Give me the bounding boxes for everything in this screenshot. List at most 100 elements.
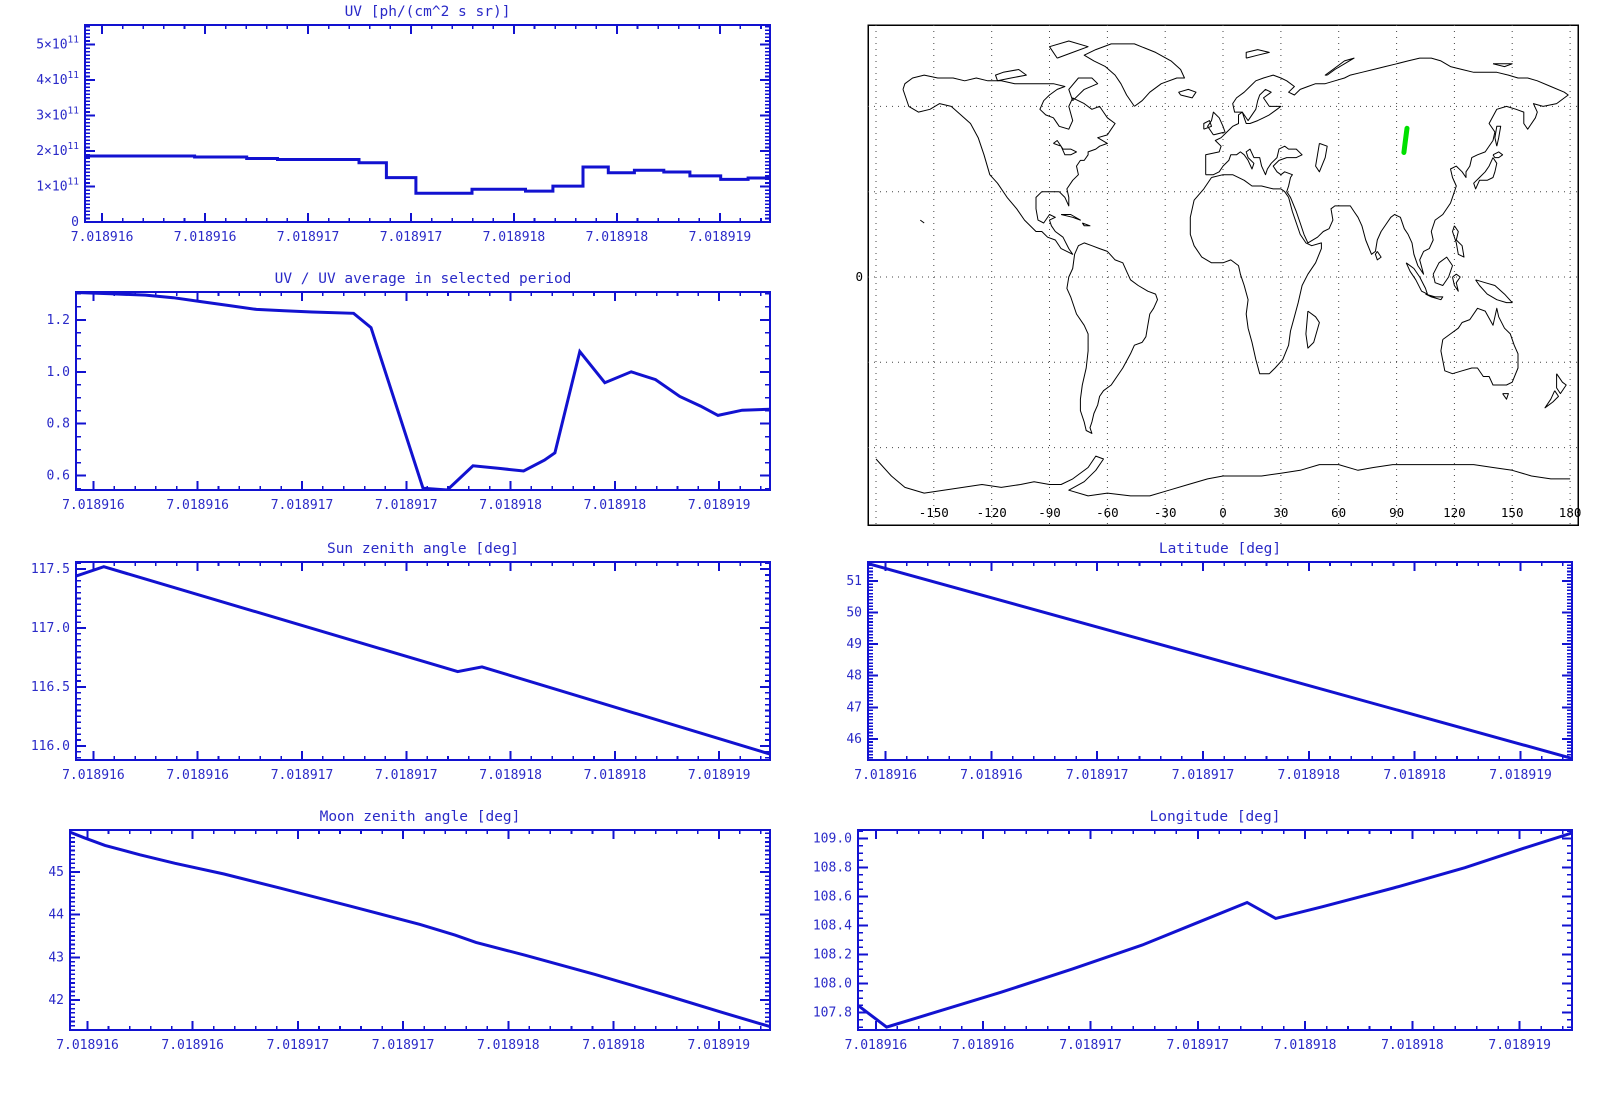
uv-y-tick-label: 1×1011 <box>36 177 79 195</box>
sun-zenith-plot: Sun zenith angle [deg] 7.018916 7.018916 7.… <box>31 541 771 783</box>
latitude-title: Latitude [deg] <box>1159 541 1281 557</box>
moon-zenith-y-tick-label: 42 <box>48 993 64 1008</box>
uv-x-tick-label: 7.018916 <box>174 230 237 245</box>
map-lon-label: 30 <box>1273 505 1288 520</box>
map-graticule <box>868 25 1578 525</box>
sun-zenith-title: Sun zenith angle [deg] <box>327 541 519 557</box>
longitude-y-tick-label: 108.4 <box>813 919 852 934</box>
uv-y-tick-label: 0 <box>71 215 79 230</box>
uv-ratio-y-tick-label: 0.8 <box>47 417 70 432</box>
uv-plot: UV [ph/(cm^2 s sr)] 7.018916 7.018916 7.018… <box>36 4 771 245</box>
satellite-ground-track <box>1401 125 1410 155</box>
uv-y-tick-label: 3×1011 <box>36 106 79 124</box>
uv-x-tick-label: 7.018919 <box>689 230 752 245</box>
sun-zenith-x-tick-label: 7.018917 <box>375 768 438 783</box>
moon-zenith-x-tick-label: 7.018916 <box>161 1038 224 1053</box>
latitude-data-line <box>868 562 1572 760</box>
longitude-x-tick-label: 7.018917 <box>1059 1038 1122 1053</box>
uv-x-tick-label: 7.018918 <box>586 230 649 245</box>
sun-zenith-y-tick-label: 117.0 <box>31 621 70 636</box>
sun-zenith-y-tick-label: 117.5 <box>31 562 70 577</box>
map-lon-label: 90 <box>1389 505 1404 520</box>
sun-zenith-y-tick-label: 116.0 <box>31 739 70 754</box>
latitude-y-tick-label: 50 <box>846 606 862 621</box>
moon-zenith-plot: Moon zenith angle [deg] 7.018916 7.018916 7… <box>48 809 771 1053</box>
moon-zenith-axes-box <box>69 829 771 1031</box>
uv-y-tick-label: 5×1011 <box>36 35 79 53</box>
longitude-x-tick-label: 7.018918 <box>1381 1038 1444 1053</box>
map-lon-label: 0 <box>1219 505 1227 520</box>
uv-data-line <box>85 154 770 195</box>
moon-zenith-y-tick-label: 43 <box>48 950 64 965</box>
map-lon-label: 180 <box>1559 505 1582 520</box>
map-lon-label: -60 <box>1096 505 1119 520</box>
latitude-y-tick-label: 51 <box>846 574 862 589</box>
uv-ratio-x-tick-label: 7.018919 <box>688 498 751 513</box>
moon-zenith-y-tick-label: 45 <box>48 865 64 880</box>
uv-x-tick-label: 7.018917 <box>277 230 340 245</box>
uv-ratio-x-tick-label: 7.018917 <box>271 498 334 513</box>
sun-zenith-x-tick-label: 7.018918 <box>584 768 647 783</box>
latitude-plot: Latitude [deg] 7.018916 7.018916 7.018917 7.… <box>846 541 1573 783</box>
uv-ratio-x-tick-label: 7.018916 <box>62 498 125 513</box>
map-frame <box>867 24 1579 526</box>
longitude-y-tick-label: 108.8 <box>813 861 852 876</box>
longitude-title: Longitude [deg] <box>1150 809 1281 825</box>
moon-zenith-x-tick-label: 7.018918 <box>582 1038 645 1053</box>
map-lon-label: -30 <box>1154 505 1177 520</box>
latitude-y-tick-label: 48 <box>846 669 862 684</box>
uv-ratio-y-tick-label: 1.0 <box>47 365 70 380</box>
uv-title: UV [ph/(cm^2 s sr)] <box>345 4 511 20</box>
longitude-x-tick-label: 7.018917 <box>1166 1038 1229 1053</box>
moon-zenith-x-tick-label: 7.018917 <box>372 1038 435 1053</box>
longitude-y-tick-label: 108.0 <box>813 977 852 992</box>
uv-y-tick-label: 4×1011 <box>36 70 79 88</box>
longitude-axes-box <box>857 829 1573 1031</box>
uv-ratio-x-tick-label: 7.018918 <box>479 498 542 513</box>
latitude-x-tick-label: 7.018917 <box>1066 768 1129 783</box>
map-lon-label: 60 <box>1331 505 1346 520</box>
latitude-y-tick-label: 46 <box>846 732 862 747</box>
latitude-x-tick-label: 7.018919 <box>1489 768 1552 783</box>
longitude-y-tick-label: 107.8 <box>813 1006 852 1021</box>
longitude-data-line <box>858 831 1572 1029</box>
uv-ratio-title: UV / UV average in selected period <box>275 271 572 287</box>
latitude-x-tick-label: 7.018916 <box>960 768 1023 783</box>
uv-ratio-x-tick-label: 7.018917 <box>375 498 438 513</box>
longitude-y-tick-label: 108.6 <box>813 890 852 905</box>
latitude-x-tick-label: 7.018917 <box>1172 768 1235 783</box>
longitude-plot: Longitude [deg] 7.018916 7.018916 7.018917 7… <box>813 809 1573 1053</box>
uv-x-tick-label: 7.018916 <box>71 230 134 245</box>
map-coastlines <box>875 40 1571 497</box>
moon-zenith-x-tick-label: 7.018919 <box>687 1038 750 1053</box>
map-equator-label: 0 <box>855 269 863 284</box>
sun-zenith-y-tick-label: 116.5 <box>31 680 70 695</box>
uv-ratio-x-tick-label: 7.018916 <box>166 498 229 513</box>
map-lon-label: -150 <box>919 505 949 520</box>
sun-zenith-x-tick-label: 7.018916 <box>62 768 125 783</box>
moon-zenith-x-tick-label: 7.018918 <box>477 1038 540 1053</box>
uv-axes-box <box>84 24 771 223</box>
map-lon-label: 150 <box>1501 505 1524 520</box>
longitude-x-tick-label: 7.018919 <box>1488 1038 1551 1053</box>
uv-ratio-x-tick-label: 7.018918 <box>584 498 647 513</box>
moon-zenith-data-line <box>70 830 770 1029</box>
sun-zenith-x-tick-label: 7.018919 <box>688 768 751 783</box>
uv-ratio-data-line <box>76 292 770 490</box>
uv-y-tick-label: 2×1011 <box>36 141 79 159</box>
longitude-x-tick-label: 7.018918 <box>1274 1038 1337 1053</box>
latitude-x-tick-label: 7.018916 <box>854 768 917 783</box>
uv-ratio-y-tick-label: 0.6 <box>47 469 70 484</box>
uv-x-tick-label: 7.018918 <box>483 230 546 245</box>
uv-ratio-plot: UV / UV average in selected period 7.0189… <box>47 271 771 513</box>
sun-zenith-x-tick-label: 7.018918 <box>479 768 542 783</box>
moon-zenith-x-tick-label: 7.018917 <box>267 1038 330 1053</box>
map-lon-label: 120 <box>1443 505 1466 520</box>
sun-zenith-x-tick-label: 7.018916 <box>166 768 229 783</box>
moon-zenith-title: Moon zenith angle [deg] <box>320 809 521 825</box>
uv-ratio-axes-box <box>75 291 771 491</box>
map-lon-label: -90 <box>1038 505 1061 520</box>
latitude-y-tick-label: 49 <box>846 637 862 652</box>
sun-zenith-data-line <box>76 565 770 756</box>
